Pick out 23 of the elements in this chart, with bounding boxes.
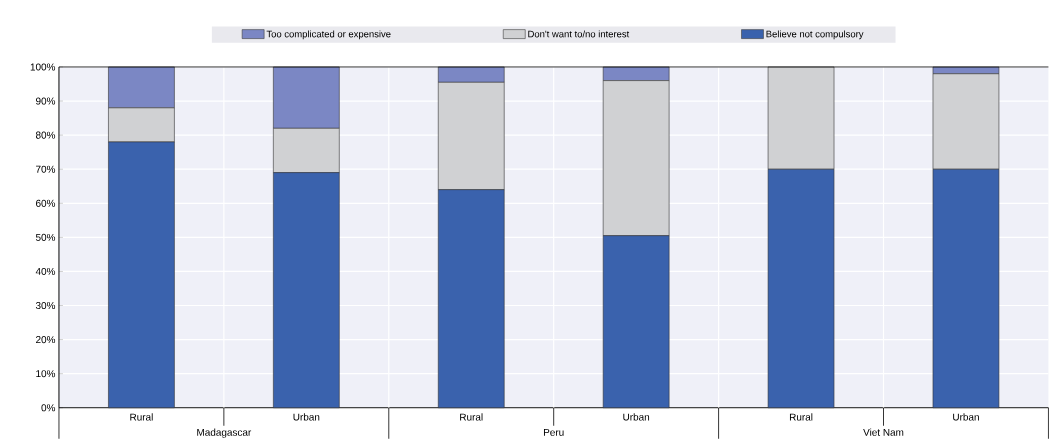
legend-label: Don't want to/no interest bbox=[528, 30, 630, 38]
x-tick-label: Urban bbox=[293, 413, 320, 421]
y-tick-label: 0% bbox=[41, 404, 56, 412]
y-tick-label: 40% bbox=[35, 267, 56, 275]
x-tick-label: Urban bbox=[953, 413, 979, 421]
text: Madagascar bbox=[197, 428, 252, 438]
y-tick-label: 70% bbox=[36, 165, 56, 173]
y-tick-label: 10% bbox=[36, 370, 56, 378]
y-tick-label: 80% bbox=[35, 131, 56, 139]
y-tick-label: 50% bbox=[35, 233, 56, 241]
text: Viet Nam bbox=[863, 428, 904, 436]
x-tick-label: Rural bbox=[130, 413, 153, 421]
x-tick-label: Rural bbox=[460, 413, 483, 421]
y-tick-label: 90% bbox=[35, 97, 56, 105]
legend-label: Too complicated or expensive bbox=[266, 30, 391, 40]
x-tick-label: Urban bbox=[623, 413, 650, 421]
text: Peru bbox=[543, 428, 564, 436]
x-tick-label: Rural bbox=[789, 413, 813, 421]
y-tick-label: 100% bbox=[30, 63, 56, 71]
y-tick-label: 60% bbox=[36, 199, 56, 207]
y-tick-label: 20% bbox=[36, 336, 56, 344]
legend-label: Believe not compulsory bbox=[766, 30, 864, 40]
y-tick-label: 30% bbox=[35, 301, 56, 309]
